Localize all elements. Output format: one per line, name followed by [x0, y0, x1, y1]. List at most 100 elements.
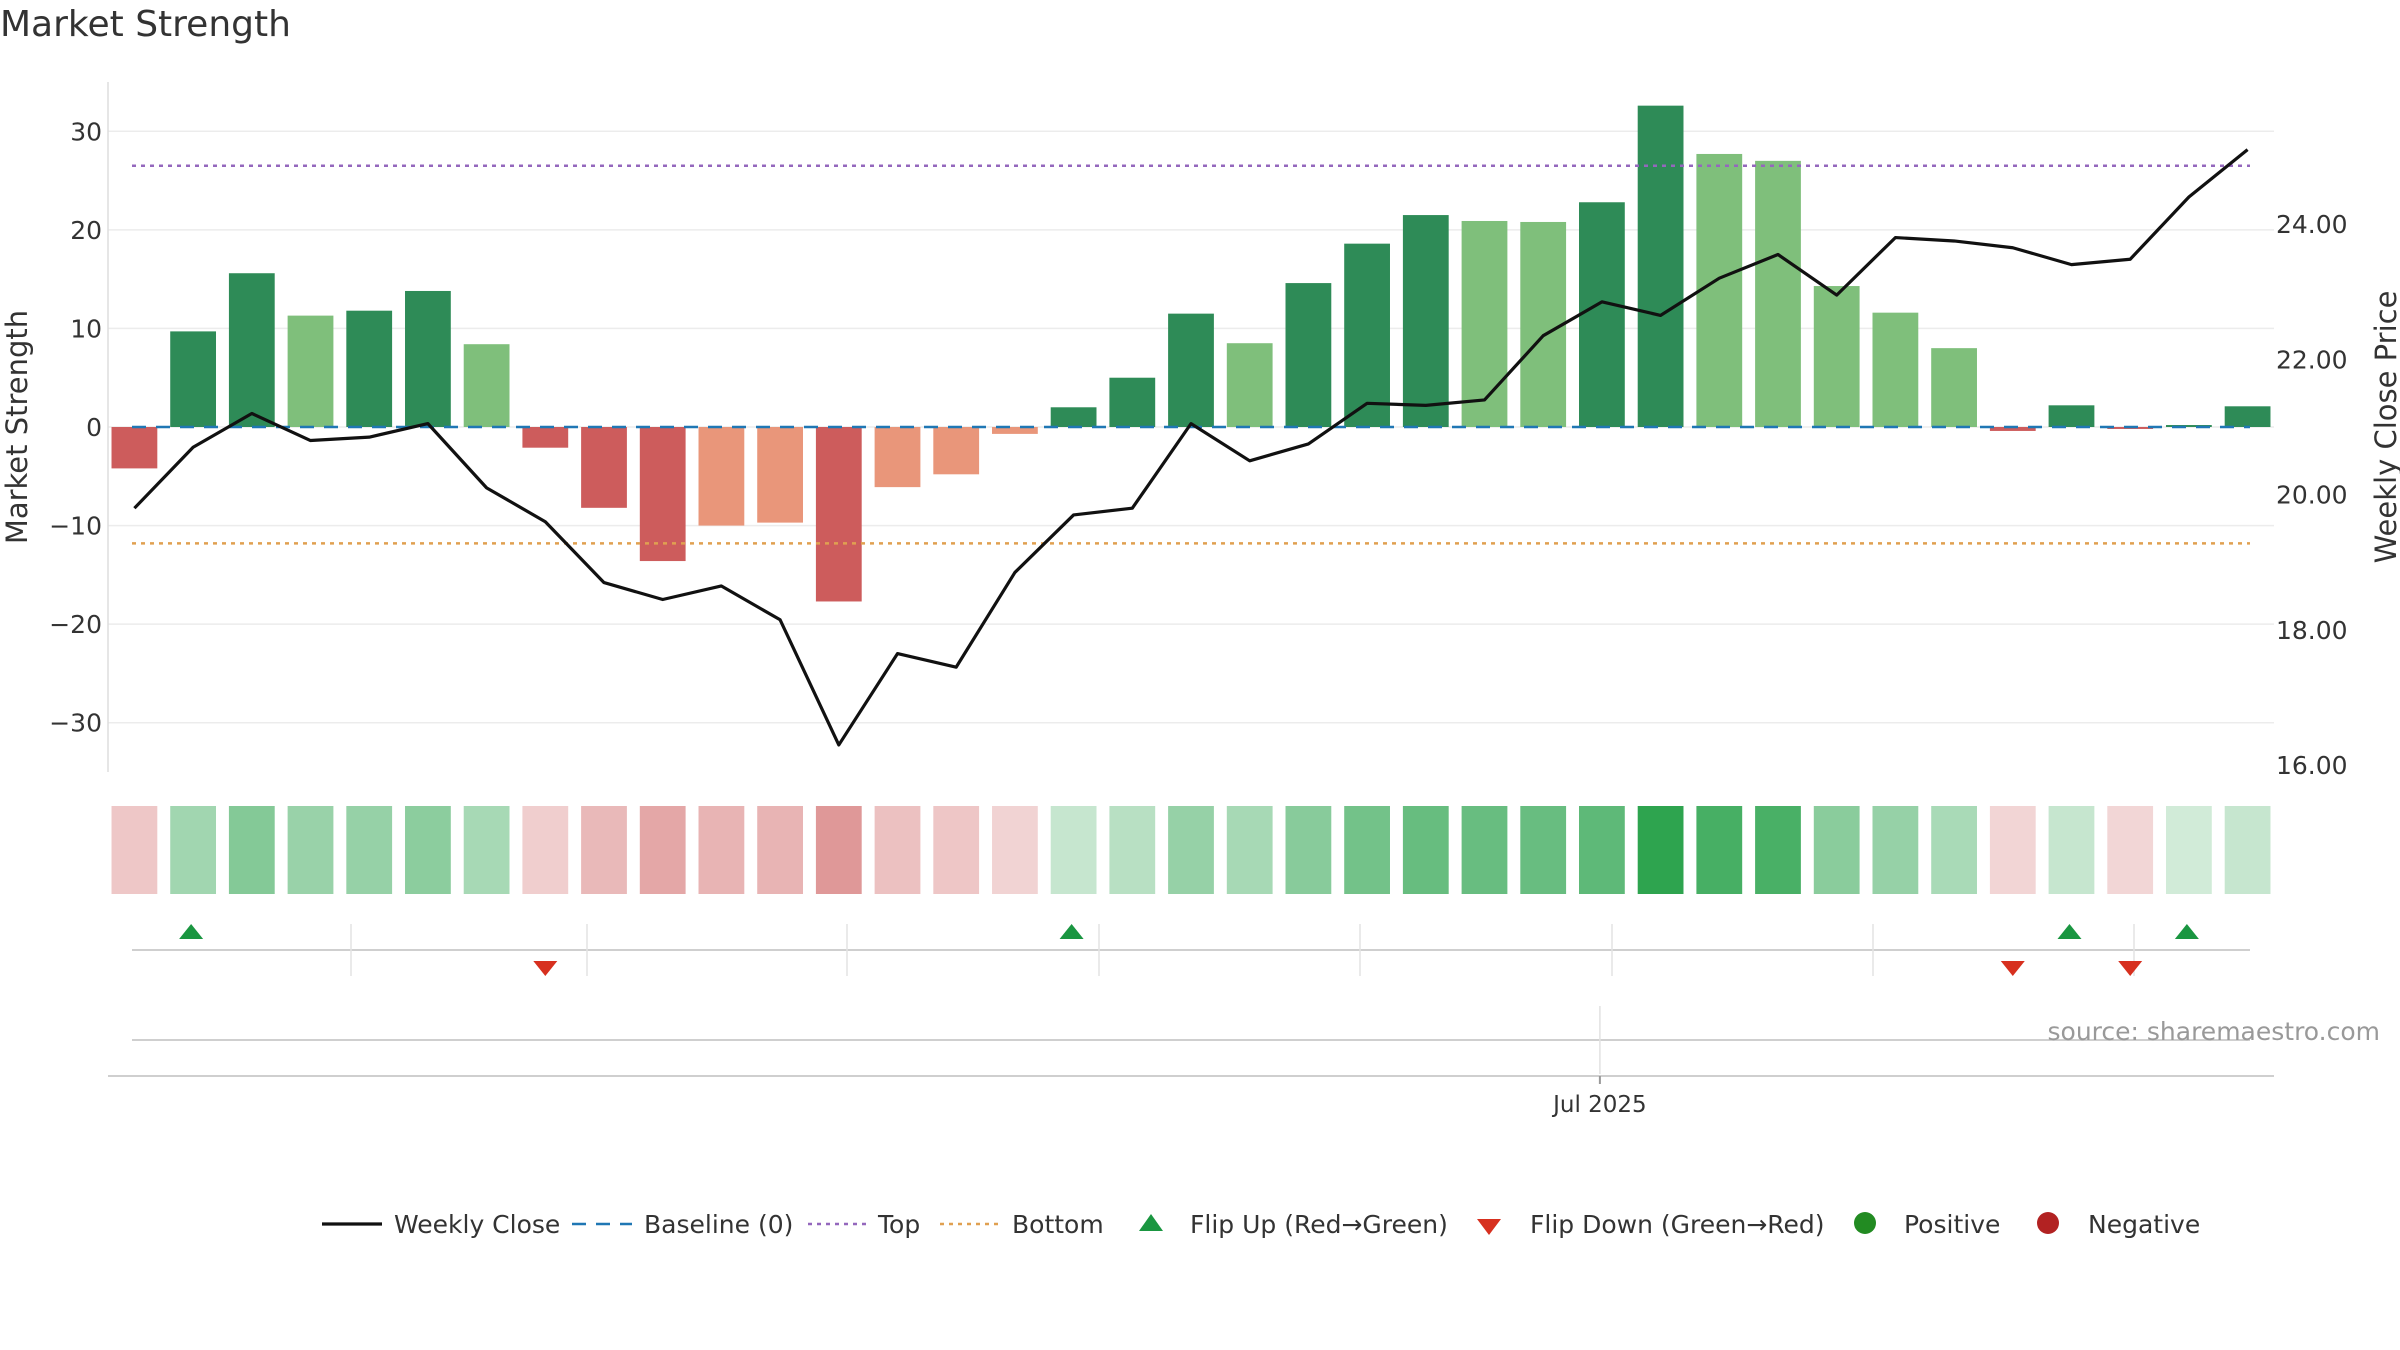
legend-label: Top: [877, 1210, 920, 1239]
right-axis-title: Weekly Close Price: [2369, 291, 2400, 564]
strength-bar: [1050, 407, 1097, 427]
left-tick-label: −30: [49, 709, 102, 738]
legend-swatch-positive: [1854, 1212, 1876, 1234]
strength-bar: [1226, 343, 1273, 427]
strength-bar: [639, 427, 686, 562]
chart-title: Market Strength: [0, 4, 291, 45]
heat-cell: [228, 806, 275, 894]
price-line-group: [133, 148, 2249, 747]
legend: Weekly Close Baseline (0) Top Bottom Flip Up…: [322, 1210, 2200, 1239]
flip-up-marker: [2174, 924, 2199, 939]
reference-lines: [132, 164, 2250, 545]
left-tick-label: 20: [70, 216, 102, 245]
strength-bar: [522, 427, 569, 448]
heat-cell: [1813, 806, 1860, 894]
heat-cell: [581, 806, 627, 894]
strength-bar: [463, 344, 510, 427]
strength-bar: [1755, 160, 1801, 427]
heat-cell: [111, 806, 158, 894]
strength-bar: [287, 315, 334, 427]
heat-cell: [757, 806, 803, 894]
heat-cell: [463, 806, 510, 894]
heat-cell: [1520, 806, 1567, 894]
strength-bar: [1696, 153, 1743, 427]
heat-cell: [698, 806, 745, 894]
strength-bar: [1109, 377, 1156, 427]
legend-swatch-flip-down: [1477, 1219, 1501, 1235]
heat-cell: [1931, 806, 1977, 894]
legend-label: Baseline (0): [644, 1210, 793, 1239]
strength-bar: [1402, 215, 1449, 427]
strength-bar: [1168, 313, 1214, 427]
heat-cell: [287, 806, 334, 894]
strength-bar: [346, 310, 393, 427]
heat-cell: [1755, 806, 1801, 894]
flip-up-marker: [2057, 924, 2082, 939]
heat-cell: [1226, 806, 1273, 894]
left-tick-label: 30: [70, 117, 102, 146]
heat-cell: [1579, 806, 1625, 894]
heat-cell: [2224, 806, 2271, 894]
heat-cell: [1637, 806, 1684, 894]
strength-bars: [111, 105, 2271, 602]
heat-cell: [405, 806, 451, 894]
strength-bar: [1813, 286, 1860, 427]
strength-bar: [698, 427, 745, 526]
strength-bar: [1285, 283, 1332, 427]
axes: 30 20 10 0 −10 −20 −30 24.00 22.00 20.00 18.00 16.0…: [0, 82, 2400, 780]
strength-bar: [2165, 425, 2212, 427]
heat-cell: [2165, 806, 2212, 894]
heat-cell: [815, 806, 862, 894]
heat-cell: [1696, 806, 1743, 894]
heat-cell: [1344, 806, 1390, 894]
right-tick-label: 20.00: [2276, 481, 2348, 510]
left-tick-label: 0: [86, 413, 102, 442]
left-tick-label: −10: [49, 512, 102, 541]
right-tick-label: 16.00: [2276, 751, 2348, 780]
heat-cell: [933, 806, 980, 894]
heat-cell: [992, 806, 1038, 894]
strength-bar: [581, 427, 627, 508]
left-tick-label: −20: [49, 610, 102, 639]
strength-bar: [1344, 243, 1390, 427]
left-tick-label: 10: [70, 314, 102, 343]
heat-cell: [2107, 806, 2154, 894]
legend-label: Negative: [2088, 1210, 2200, 1239]
heat-cell: [1461, 806, 1508, 894]
heat-cell: [1168, 806, 1214, 894]
legend-label: Bottom: [1012, 1210, 1104, 1239]
strength-bar: [170, 331, 217, 427]
heat-cell: [874, 806, 921, 894]
strength-bar: [1461, 220, 1508, 427]
strength-bar: [815, 427, 862, 602]
strength-bar: [2048, 405, 2095, 427]
strength-bar: [992, 427, 1038, 434]
flip-down-marker: [533, 961, 558, 976]
strength-bar: [1579, 202, 1625, 427]
heat-strip: [111, 806, 2271, 894]
legend-label: Weekly Close: [394, 1210, 560, 1239]
heat-cell: [1402, 806, 1449, 894]
heat-cell: [1989, 806, 2036, 894]
heat-cell: [2048, 806, 2095, 894]
flip-markers: [132, 924, 2250, 976]
heat-cell: [1109, 806, 1156, 894]
strength-bar: [874, 427, 921, 488]
heat-cell: [1050, 806, 1097, 894]
strength-bar: [405, 290, 451, 427]
legend-swatch-flip-up: [1139, 1214, 1163, 1231]
strength-bar: [1520, 221, 1567, 427]
strength-bar: [1989, 427, 2036, 431]
legend-label: Flip Down (Green→Red): [1530, 1210, 1825, 1239]
heat-cell: [639, 806, 686, 894]
weekly-close-line: [133, 148, 2249, 747]
heat-cell: [1872, 806, 1919, 894]
strength-bar: [1872, 312, 1919, 427]
right-tick-label: 18.00: [2276, 616, 2348, 645]
legend-swatch-negative: [2037, 1212, 2059, 1234]
flip-down-marker: [2000, 961, 2025, 976]
heat-cell: [1285, 806, 1332, 894]
flip-up-marker: [179, 924, 204, 939]
flip-up-marker: [1059, 924, 1084, 939]
